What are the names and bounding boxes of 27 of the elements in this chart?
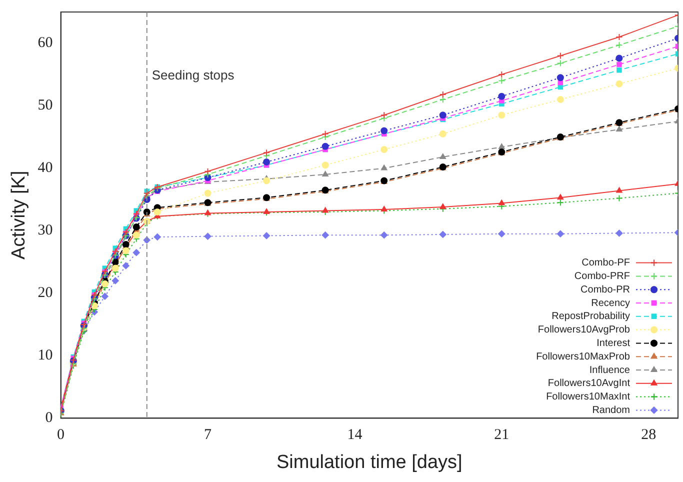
- legend-label: Combo-PR: [580, 284, 630, 296]
- y-tick-label: 20: [38, 285, 53, 302]
- x-tick-label: 0: [57, 427, 65, 444]
- legend-label: Combo-PF: [582, 258, 630, 269]
- y-tick-label: 50: [38, 98, 53, 114]
- legend-label: Interest: [596, 338, 630, 349]
- y-tick-label: 60: [38, 35, 53, 52]
- legend-label: RepostProbability: [552, 311, 630, 322]
- x-tick-label: 14: [347, 427, 363, 444]
- legend-label: Followers10MaxProb: [536, 351, 630, 362]
- legend-label: Followers10AvgInt: [548, 378, 630, 390]
- x-tick-label: 28: [641, 427, 656, 444]
- x-tick-label: 21: [494, 427, 510, 444]
- legend-label: Followers10AvgProb: [538, 324, 630, 336]
- y-tick-label: 40: [38, 160, 53, 176]
- y-tick-label: 10: [38, 348, 53, 364]
- y-tick-label: 30: [38, 222, 53, 239]
- legend-label: Followers10MaxInt: [546, 392, 630, 403]
- x-tick-label: 7: [204, 427, 212, 444]
- legend-label: Influence: [589, 364, 630, 376]
- y-tick-label: 0: [45, 410, 53, 426]
- y-axis-title: Activity [K]: [8, 170, 30, 260]
- legend-label: Combo-PRF: [574, 270, 630, 282]
- legend-label: Random: [592, 404, 630, 416]
- x-axis-title: Simulation time [days]: [276, 452, 462, 473]
- legend-label: Recency: [591, 298, 630, 309]
- ref-line-label: Seeding stops: [152, 68, 235, 83]
